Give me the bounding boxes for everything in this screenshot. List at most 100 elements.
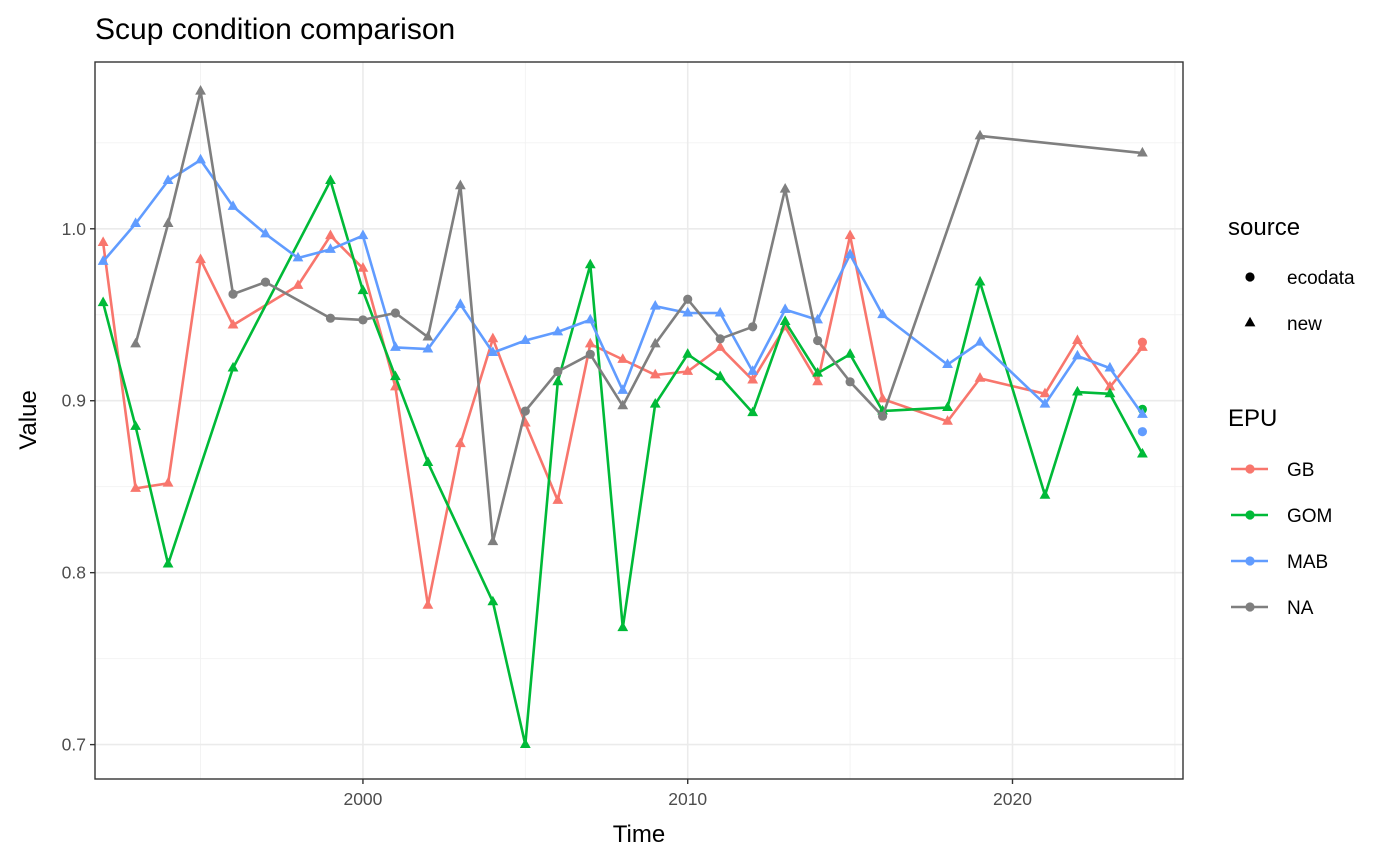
data-point-gb bbox=[325, 229, 336, 240]
series-gom bbox=[97, 174, 1148, 749]
data-point-gb bbox=[552, 494, 564, 504]
data-point-gom bbox=[974, 275, 986, 286]
data-point-gom bbox=[97, 296, 109, 307]
legend-label-na: NA bbox=[1287, 598, 1314, 619]
data-point-gom bbox=[1039, 489, 1051, 499]
data-point-mab bbox=[519, 334, 531, 344]
series-gb bbox=[97, 229, 1148, 609]
data-point-mab bbox=[877, 308, 888, 319]
data-point-na bbox=[520, 406, 530, 416]
y-tick-label: 0.8 bbox=[62, 563, 86, 583]
data-point-gom bbox=[130, 420, 141, 430]
data-point-mab bbox=[1039, 397, 1051, 408]
data-point-gom bbox=[519, 738, 531, 749]
legend-key-new bbox=[1244, 316, 1256, 327]
data-point-gb bbox=[130, 482, 141, 492]
data-point-gb bbox=[649, 368, 661, 379]
data-point-na bbox=[715, 334, 725, 344]
data-point-gb bbox=[1072, 334, 1083, 344]
y-axis-title: Value bbox=[15, 390, 42, 450]
data-point-na bbox=[358, 315, 368, 325]
grid-layer bbox=[95, 62, 1183, 779]
legend-label-gom: GOM bbox=[1287, 506, 1332, 527]
data-point-gom bbox=[844, 348, 856, 358]
series-line-mab bbox=[102, 158, 1144, 416]
data-point-gom bbox=[422, 456, 434, 467]
data-point-gom bbox=[584, 258, 596, 269]
data-point-na bbox=[162, 217, 174, 228]
data-point-mab bbox=[97, 255, 109, 265]
data-point-na bbox=[813, 335, 823, 346]
data-point-mab bbox=[130, 217, 141, 228]
legend-dot-gb bbox=[1245, 464, 1255, 474]
data-point-mab bbox=[227, 200, 239, 210]
data-point-mab bbox=[325, 243, 336, 253]
data-point-na bbox=[877, 411, 888, 421]
data-point-mab bbox=[779, 303, 791, 314]
data-point-gb bbox=[682, 365, 694, 375]
x-axis-title: Time bbox=[613, 821, 665, 848]
data-point-mab bbox=[357, 229, 369, 240]
x-tick-label: 2010 bbox=[668, 789, 707, 809]
data-point-na bbox=[487, 535, 499, 546]
data-point-gb bbox=[812, 375, 824, 386]
legend-label-new: new bbox=[1287, 314, 1322, 335]
series-line-gb bbox=[101, 234, 1144, 607]
data-point-gom bbox=[1072, 385, 1083, 396]
data-point-mab bbox=[260, 227, 271, 238]
x-axis: 2000 2010 2020 bbox=[343, 779, 1032, 809]
data-point-gb bbox=[974, 372, 986, 382]
data-point-mab bbox=[390, 341, 401, 351]
data-point-mab bbox=[682, 306, 694, 317]
data-point-gom bbox=[227, 361, 239, 372]
data-point-na bbox=[454, 179, 466, 190]
x-tick-label: 2000 bbox=[343, 789, 382, 809]
data-point-mab bbox=[942, 358, 953, 369]
data-point-na bbox=[260, 277, 271, 287]
x-tick-label: 2020 bbox=[993, 789, 1032, 809]
data-point-gom bbox=[487, 595, 499, 606]
data-point-gb bbox=[877, 392, 888, 403]
data-point-gom bbox=[812, 367, 824, 377]
y-axis: 0.7 0.8 0.9 1.0 bbox=[62, 219, 95, 755]
data-point-mab bbox=[844, 248, 856, 258]
legend-label-ecodata: ecodata bbox=[1287, 268, 1355, 289]
data-point-mab bbox=[714, 306, 726, 317]
data-point-gb bbox=[227, 318, 239, 329]
data-point-gb bbox=[97, 236, 109, 246]
legend-title-source: source bbox=[1228, 214, 1300, 241]
data-point-gb bbox=[195, 253, 206, 264]
series-layer bbox=[97, 85, 1148, 749]
legend-label-mab: MAB bbox=[1287, 552, 1328, 573]
data-point-mab bbox=[1072, 349, 1083, 360]
data-point-na bbox=[779, 183, 791, 193]
data-point-mab bbox=[422, 342, 434, 353]
data-point-mab bbox=[649, 299, 661, 310]
data-point-gom bbox=[942, 401, 953, 412]
data-point-mab bbox=[1137, 408, 1148, 418]
data-point-gb bbox=[714, 341, 726, 351]
data-point-na bbox=[748, 322, 758, 332]
data-point-na bbox=[1137, 146, 1148, 157]
data-point-na bbox=[228, 289, 238, 299]
data-point-gb bbox=[844, 229, 856, 240]
legend-key-ecodata bbox=[1245, 272, 1255, 282]
data-point-gb bbox=[1039, 387, 1051, 398]
data-point-gom bbox=[357, 284, 369, 295]
legend-dot-gom bbox=[1245, 510, 1255, 520]
data-point-gb bbox=[390, 380, 401, 391]
data-point-mab bbox=[162, 174, 174, 185]
data-point-mab bbox=[487, 346, 499, 356]
data-point-na bbox=[585, 349, 595, 359]
data-point-gom bbox=[390, 370, 401, 381]
data-point-gb bbox=[942, 415, 953, 425]
data-point-gb bbox=[454, 437, 466, 448]
data-point-mab bbox=[552, 325, 564, 336]
data-point-na bbox=[617, 399, 629, 410]
data-point-mab bbox=[454, 298, 466, 308]
legend-dot-mab bbox=[1245, 556, 1255, 566]
data-point-gom bbox=[649, 397, 661, 408]
data-point-gb bbox=[292, 279, 304, 289]
data-point-gom bbox=[747, 406, 759, 417]
